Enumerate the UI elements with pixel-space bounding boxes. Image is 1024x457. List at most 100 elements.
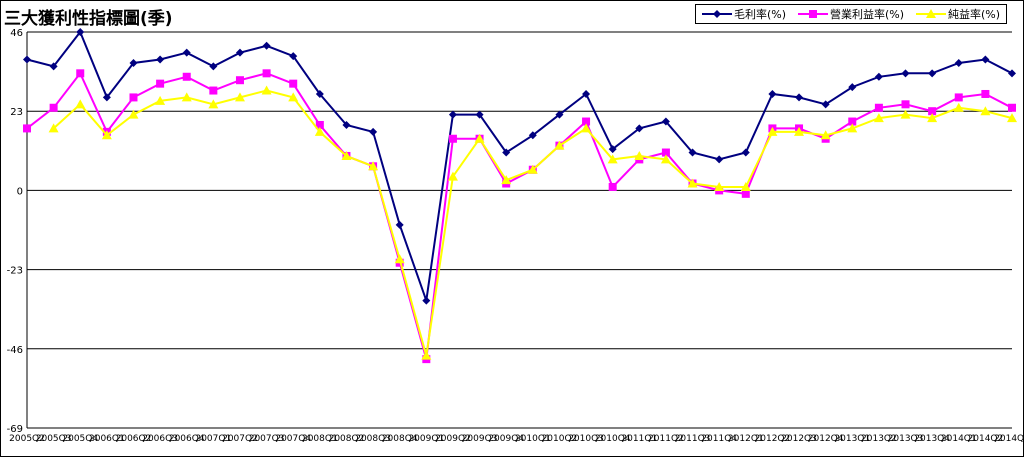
data-point <box>76 28 85 36</box>
data-point <box>235 76 244 85</box>
x-tick-label: 2012Q4 <box>808 434 844 444</box>
data-point <box>49 103 58 112</box>
data-point <box>608 182 617 191</box>
data-point <box>1007 113 1017 123</box>
data-point <box>234 92 245 102</box>
data-point <box>23 55 31 64</box>
x-tick-label: 2009Q3 <box>462 434 498 444</box>
series-line-0 <box>26 30 1013 301</box>
x-tick-label: 2007Q1 <box>195 434 231 444</box>
data-point <box>314 126 325 136</box>
data-point <box>395 220 404 229</box>
data-point <box>289 79 298 88</box>
legend-item-operating-margin: 營業利益率(%) <box>797 6 905 22</box>
data-point <box>261 85 272 95</box>
data-point <box>820 130 831 140</box>
x-tick-label: 2008Q3 <box>355 434 391 444</box>
x-tick-label: 2005Q4 <box>62 434 98 444</box>
x-tick-label: 2009Q4 <box>488 434 524 444</box>
data-point <box>1008 103 1016 112</box>
x-tick-label: 2007Q4 <box>275 434 311 444</box>
chart-title: 三大獲利性指標圖(季) <box>4 9 173 29</box>
data-point <box>447 171 458 181</box>
x-tick-label: 2014Q2 <box>968 434 1004 444</box>
x-tick-label: 2012Q1 <box>728 434 764 444</box>
x-tick-label: 2010Q4 <box>595 434 631 444</box>
x-tick-label: 2008Q4 <box>382 434 418 444</box>
y-tick-label: 46 <box>10 28 23 39</box>
x-tick-label: 2007Q2 <box>222 434 258 444</box>
data-point <box>555 110 564 119</box>
x-tick-label: 2013Q4 <box>914 434 950 444</box>
data-point <box>182 72 191 81</box>
data-point <box>901 69 910 78</box>
data-point <box>76 69 85 78</box>
data-point <box>342 120 351 129</box>
data-point <box>315 89 324 98</box>
x-tick-label: 2013Q2 <box>861 434 897 444</box>
data-point <box>874 72 883 81</box>
x-tick-label: 2008Q1 <box>302 434 338 444</box>
data-point <box>980 106 991 116</box>
legend-label: 營業利益率(%) <box>829 8 905 21</box>
data-point <box>848 83 857 92</box>
data-point <box>75 99 86 109</box>
x-tick-label: 2006Q2 <box>116 434 152 444</box>
data-point <box>129 93 138 102</box>
data-point <box>474 133 485 143</box>
data-point <box>448 134 457 143</box>
y-tick-label: -23 <box>7 266 23 277</box>
data-point <box>954 93 963 102</box>
data-point <box>927 113 938 123</box>
x-tick-label: 2011Q2 <box>648 434 684 444</box>
data-point <box>582 117 591 126</box>
data-point <box>981 89 990 98</box>
data-point <box>421 350 432 360</box>
data-point <box>475 110 484 119</box>
data-point <box>953 102 964 112</box>
data-point <box>688 148 697 157</box>
data-point <box>741 148 750 157</box>
x-tick-label: 2008Q2 <box>329 434 365 444</box>
y-tick-label: 0 <box>17 186 23 197</box>
data-point <box>341 150 352 160</box>
x-tick-label: 2006Q3 <box>142 434 178 444</box>
x-tick-label: 2013Q3 <box>888 434 924 444</box>
data-point <box>262 69 271 78</box>
y-tick-label: -69 <box>7 424 23 435</box>
data-point <box>660 154 671 164</box>
data-point <box>102 93 111 102</box>
data-point <box>209 62 218 71</box>
legend-item-net-margin: 純益率(%) <box>915 6 1000 22</box>
data-point <box>156 79 165 88</box>
net-margin-swatch <box>915 9 946 18</box>
x-tick-label: 2011Q1 <box>621 434 657 444</box>
data-point <box>528 131 537 140</box>
data-point <box>795 93 804 102</box>
data-point <box>394 254 405 264</box>
data-point <box>768 89 777 98</box>
x-tick-label: 2012Q3 <box>781 434 817 444</box>
data-point <box>900 109 911 119</box>
data-point <box>608 145 617 154</box>
legend-item-gross-margin: 毛利率(%) <box>701 6 786 22</box>
data-point <box>209 86 218 95</box>
data-point <box>740 181 751 191</box>
data-point <box>767 126 778 136</box>
data-point <box>527 164 538 174</box>
data-point <box>954 58 963 67</box>
data-point <box>715 155 724 164</box>
data-point <box>49 62 58 71</box>
data-point <box>741 189 750 198</box>
x-tick-label: 2011Q3 <box>675 434 711 444</box>
data-point <box>156 55 165 64</box>
series-line-2 <box>52 89 1013 356</box>
data-point <box>661 148 670 157</box>
x-tick-label: 2006Q1 <box>89 434 125 444</box>
x-tick-label: 2014Q3 <box>994 434 1024 444</box>
data-point <box>129 58 138 67</box>
data-point <box>448 110 457 119</box>
x-tick-label: 2007Q3 <box>249 434 285 444</box>
